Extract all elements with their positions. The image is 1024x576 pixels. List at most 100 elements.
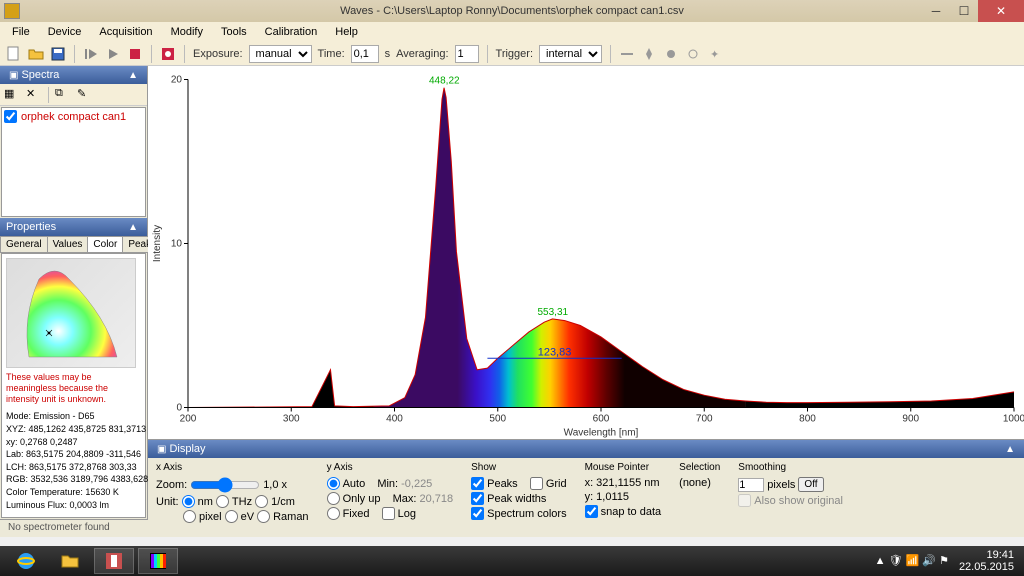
prop-xy: xy: 0,2768 0,2487 [6, 436, 141, 449]
svg-text:400: 400 [386, 414, 403, 425]
properties-header: Properties ▲ [0, 218, 147, 236]
y-auto[interactable] [327, 477, 340, 490]
panel-pin-icon[interactable]: ▣ [154, 444, 169, 455]
titlebar: Waves - C:\Users\Laptop Ronny\Documents\… [0, 0, 1024, 22]
trigger-select[interactable]: internal [539, 45, 602, 63]
svg-text:500: 500 [489, 414, 506, 425]
spectra-add-icon[interactable]: ▦ [4, 87, 20, 103]
maximize-button[interactable]: ☐ [950, 0, 978, 22]
smoothing-input[interactable] [738, 478, 764, 492]
show-widths[interactable] [471, 492, 484, 505]
tab-color[interactable]: Color [87, 236, 123, 252]
svg-text:800: 800 [799, 414, 816, 425]
svg-text:10: 10 [171, 239, 183, 250]
spectra-checkbox[interactable] [4, 110, 17, 123]
display-x-axis: x Axis Zoom:1,0 x Unit: nm THz 1/cm pixe… [156, 462, 309, 523]
time-label: Time: [318, 48, 345, 60]
open-icon[interactable] [28, 46, 44, 62]
laser-icon[interactable] [160, 46, 176, 62]
display-show: Show Peaks Grid Peak widths Spectrum col… [471, 462, 566, 523]
y-log[interactable] [382, 507, 395, 520]
tool-icon-4[interactable] [685, 46, 701, 62]
display-selection: Selection (none) [679, 462, 720, 523]
menu-acquisition[interactable]: Acquisition [91, 24, 160, 40]
menu-device[interactable]: Device [40, 24, 90, 40]
svg-text:0: 0 [176, 403, 182, 414]
tab-values[interactable]: Values [47, 236, 89, 252]
spectra-toolbar: ▦ ✕ ⧉ ✎ [0, 84, 147, 106]
menu-modify[interactable]: Modify [163, 24, 211, 40]
menu-help[interactable]: Help [327, 24, 366, 40]
menu-tools[interactable]: Tools [213, 24, 255, 40]
play-start-icon[interactable] [83, 46, 99, 62]
minimize-button[interactable]: ─ [922, 0, 950, 22]
prop-lab: Lab: 863,5175 204,8809 -311,546 [6, 448, 141, 461]
prop-ct: Color Temperature: 15630 K [6, 486, 141, 499]
spectrum-plot[interactable]: 200300400500600700800900100001020Wavelen… [148, 66, 1024, 439]
system-tray[interactable]: ▲ 🛡 📶 🔊 ⚑ 19:41 22.05.2015 [875, 549, 1018, 573]
svg-text:1000: 1000 [1003, 414, 1024, 425]
close-button[interactable]: ✕ [978, 0, 1024, 22]
properties-warning: These values may be meaningless because … [6, 372, 141, 404]
unit-ev[interactable] [225, 510, 238, 523]
show-peaks[interactable] [471, 477, 484, 490]
averaging-label: Averaging: [396, 48, 448, 60]
exposure-select[interactable]: manual [249, 45, 312, 63]
unit-pixel[interactable] [183, 510, 196, 523]
svg-text:553,31: 553,31 [537, 307, 568, 318]
play-icon[interactable] [105, 46, 121, 62]
panel-collapse-icon[interactable]: ▲ [125, 222, 141, 233]
new-icon[interactable] [6, 46, 22, 62]
y-fixed[interactable] [327, 507, 340, 520]
spectra-copy-icon[interactable]: ⧉ [55, 87, 71, 103]
unit-raman[interactable] [257, 510, 270, 523]
menu-file[interactable]: File [4, 24, 38, 40]
tool-icon-2[interactable] [641, 46, 657, 62]
averaging-input[interactable] [455, 45, 479, 63]
save-icon[interactable] [50, 46, 66, 62]
prop-xyz: XYZ: 485,1262 435,8725 831,3713 [6, 423, 141, 436]
prop-mode: Mode: Emission - D65 [6, 410, 141, 423]
task-app1-icon[interactable] [94, 548, 134, 574]
task-explorer-icon[interactable] [50, 548, 90, 574]
tray-date: 22.05.2015 [959, 561, 1014, 573]
spectra-delete-icon[interactable]: ✕ [26, 87, 42, 103]
zoom-slider[interactable] [190, 477, 260, 493]
panel-pin-icon[interactable]: ▣ [6, 70, 21, 81]
display-smoothing: Smoothing pixels Off Also show original [738, 462, 843, 523]
spectra-item-label: orphek compact can1 [21, 111, 126, 123]
spectra-header: ▣ Spectra ▲ [0, 66, 147, 84]
unit-1cm[interactable] [255, 495, 268, 508]
panel-collapse-icon[interactable]: ▲ [1002, 444, 1018, 455]
properties-body: These values may be meaningless because … [1, 253, 146, 518]
stop-icon[interactable] [127, 46, 143, 62]
menubar: File Device Acquisition Modify Tools Cal… [0, 22, 1024, 42]
task-ie-icon[interactable] [6, 548, 46, 574]
time-unit: s [385, 48, 391, 60]
chart-area: 200300400500600700800900100001020Wavelen… [148, 66, 1024, 519]
spectra-edit-icon[interactable]: ✎ [77, 87, 93, 103]
tab-general[interactable]: General [0, 236, 48, 252]
task-app2-icon[interactable] [138, 548, 178, 574]
prop-lch: LCH: 863,5175 372,8768 303,33 [6, 461, 141, 474]
unit-nm[interactable] [182, 495, 195, 508]
show-colors[interactable] [471, 507, 484, 520]
spectra-item[interactable]: orphek compact can1 [4, 110, 143, 123]
taskbar: ▲ 🛡 📶 🔊 ⚑ 19:41 22.05.2015 [0, 546, 1024, 576]
panel-collapse-icon[interactable]: ▲ [125, 70, 141, 81]
tool-icon-3[interactable] [663, 46, 679, 62]
tool-icon-1[interactable] [619, 46, 635, 62]
menu-calibration[interactable]: Calibration [257, 24, 326, 40]
unit-thz[interactable] [216, 495, 229, 508]
tool-icon-5[interactable]: ✦ [707, 46, 723, 62]
tray-icons[interactable]: ▲ 🛡 📶 🔊 ⚑ [875, 555, 949, 567]
y-onlyup[interactable] [327, 492, 340, 505]
time-input[interactable] [351, 45, 379, 63]
smoothing-off-button[interactable]: Off [798, 477, 823, 492]
svg-text:20: 20 [171, 75, 183, 86]
snap-to-data[interactable] [585, 505, 598, 518]
svg-text:900: 900 [902, 414, 919, 425]
svg-text:700: 700 [696, 414, 713, 425]
show-grid[interactable] [530, 477, 543, 490]
svg-text:Wavelength [nm]: Wavelength [nm] [564, 428, 639, 439]
